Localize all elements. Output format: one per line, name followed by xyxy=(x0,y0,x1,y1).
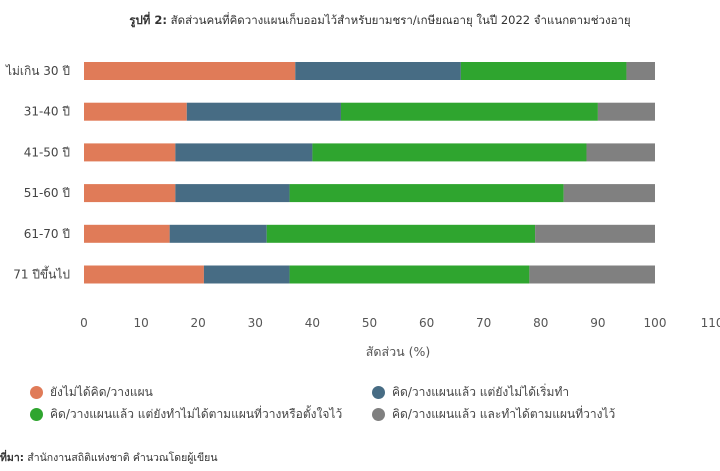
legend-item-1: ยังไม่ได้คิด/วางแผน xyxy=(30,383,153,402)
x-tick-label-9: 80 xyxy=(533,316,548,330)
bar-segment-4-3 xyxy=(289,184,564,203)
x-tick-label-2: 10 xyxy=(133,316,148,330)
x-tick-label-6: 50 xyxy=(362,316,377,330)
legend-label-4: คิด/วางแผนแล้ว และทำได้ตามแผนที่วางไว้ xyxy=(392,407,616,421)
bar-segment-6-4 xyxy=(529,265,655,284)
bar-segment-1-4 xyxy=(626,62,655,80)
source-prefix: ที่มา: xyxy=(0,452,24,464)
category-label-5: 61-70 ปี xyxy=(24,227,70,241)
bars-layer xyxy=(84,62,655,284)
legend-label-2: คิด/วางแผนแล้ว แต่ยังไม่ได้เริ่มทำ xyxy=(392,385,570,399)
bar-segment-1-3 xyxy=(460,62,627,80)
bar-segment-3-2 xyxy=(175,143,313,162)
bar-segment-2-3 xyxy=(340,102,598,121)
x-tick-label-4: 30 xyxy=(248,316,263,330)
category-labels: ไม่เกิน 30 ปี 31-40 ปี 41-50 ปี 51-60 ปี 61-… xyxy=(5,64,70,282)
legend-label-3: คิด/วางแผนแล้ว แต่ยังทำไม่ได้ตามแผนที่วา… xyxy=(50,407,343,421)
legend-label-1: ยังไม่ได้คิด/วางแผน xyxy=(50,385,153,399)
bar-segment-6-1 xyxy=(84,265,204,284)
x-tick-label-7: 60 xyxy=(419,316,434,330)
legend-item-4: คิด/วางแผนแล้ว และทำได้ตามแผนที่วางไว้ xyxy=(372,405,615,424)
category-label-1: ไม่เกิน 30 ปี xyxy=(5,64,70,78)
x-tick-label-11: 100 xyxy=(644,316,667,330)
legend-swatch-3 xyxy=(30,408,43,421)
legend-swatch-2 xyxy=(372,386,385,399)
x-tick-label-10: 90 xyxy=(590,316,605,330)
x-tick-label-12: 110 xyxy=(701,316,720,330)
bar-segment-5-3 xyxy=(266,224,536,243)
x-tick-label-1: 0 xyxy=(80,316,88,330)
chart-title-prefix: รูปที่ 2: xyxy=(129,13,167,27)
legend-swatch-1 xyxy=(30,386,43,399)
stacked-bar-chart: ไม่เกิน 30 ปี 31-40 ปี 41-50 ปี 51-60 ปี 61-… xyxy=(5,62,720,359)
category-label-2: 31-40 ปี xyxy=(24,105,70,119)
x-tick-label-3: 20 xyxy=(191,316,206,330)
bar-segment-4-4 xyxy=(563,184,655,203)
bar-segment-3-1 xyxy=(84,143,176,162)
bar-segment-2-2 xyxy=(186,102,341,121)
bar-segment-6-2 xyxy=(203,265,290,284)
category-label-3: 41-50 ปี xyxy=(24,145,70,159)
bar-segment-4-2 xyxy=(175,184,290,203)
bar-segment-3-4 xyxy=(586,143,655,162)
category-label-4: 51-60 ปี xyxy=(24,186,70,200)
bar-segment-2-1 xyxy=(84,102,187,121)
legend-item-2: คิด/วางแผนแล้ว แต่ยังไม่ได้เริ่มทำ xyxy=(372,383,569,402)
bar-segment-2-4 xyxy=(597,102,655,121)
legend-item-3: คิด/วางแผนแล้ว แต่ยังทำไม่ได้ตามแผนที่วา… xyxy=(30,405,342,424)
chart-title-text: สัดส่วนคนที่คิดวางแผนเก็บออมไว้สำหรับยาม… xyxy=(166,13,631,27)
source-text: สำนักงานสถิติแห่งชาติ คำนวณโดยผู้เขียน xyxy=(23,452,218,464)
bar-segment-1-2 xyxy=(295,62,461,80)
bar-segment-1-1 xyxy=(84,62,296,80)
source-note: ที่มา: สำนักงานสถิติแห่งชาติ คำนวณโดยผู้… xyxy=(0,449,218,466)
bar-segment-5-2 xyxy=(169,224,267,243)
bar-segment-6-3 xyxy=(289,265,530,284)
x-tick-label-8: 70 xyxy=(476,316,491,330)
legend-swatch-4 xyxy=(372,408,385,421)
bar-segment-4-1 xyxy=(84,184,176,203)
x-axis: 0 10 20 30 40 50 60 70 80 90 100 110 xyxy=(80,316,720,330)
chart-title: รูปที่ 2: สัดส่วนคนที่คิดวางแผนเก็บออมไว… xyxy=(0,12,720,30)
bar-segment-5-4 xyxy=(535,224,655,243)
category-label-6: 71 ปีขึ้นไป xyxy=(13,266,70,282)
x-tick-label-5: 40 xyxy=(305,316,320,330)
bar-segment-5-1 xyxy=(84,224,170,243)
bar-segment-3-3 xyxy=(312,143,587,162)
x-axis-label: สัดส่วน (%) xyxy=(366,344,431,359)
